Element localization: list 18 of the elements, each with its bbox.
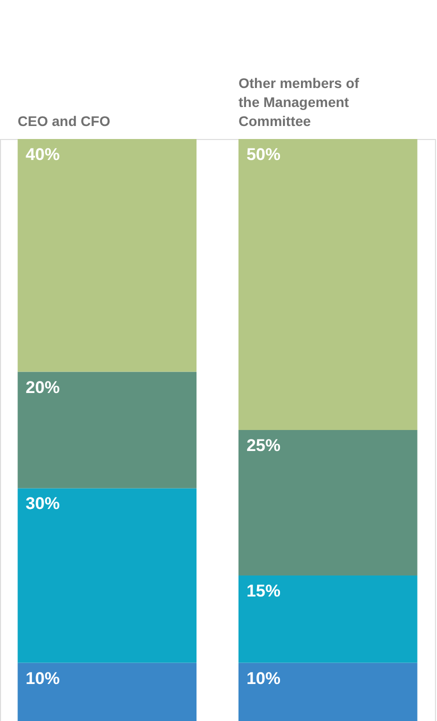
data-label: 15% [246,582,281,600]
data-label: 50% [246,145,281,164]
bar [238,662,418,721]
bar [18,139,197,372]
x-tick-label: Other members of the Management Committee [238,75,360,129]
data-label: 25% [246,436,281,455]
data-label: 10% [246,668,281,688]
bar [18,662,197,721]
bar [18,372,197,488]
data-label: 20% [26,378,60,397]
x-tick-label: CEO and CFO [18,113,110,129]
bar [238,576,418,663]
data-label: 10% [26,668,60,688]
data-label: 40% [26,145,60,164]
bar [238,430,418,576]
data-label: 30% [26,494,60,514]
bar [238,139,418,430]
bar [18,488,197,663]
